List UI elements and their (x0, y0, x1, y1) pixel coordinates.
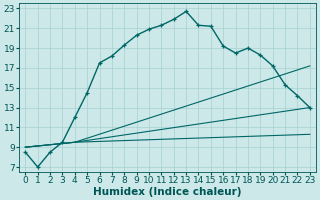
X-axis label: Humidex (Indice chaleur): Humidex (Indice chaleur) (93, 187, 242, 197)
